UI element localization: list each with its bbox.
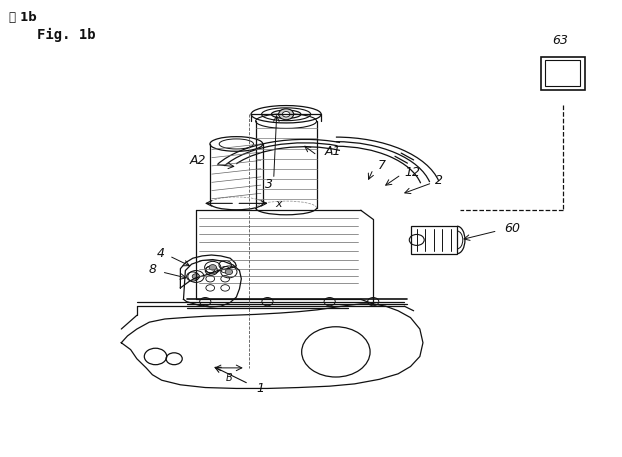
Text: 12: 12: [404, 166, 420, 179]
Text: 7: 7: [378, 159, 386, 172]
Text: 8: 8: [149, 263, 156, 276]
Text: B: B: [226, 373, 232, 383]
Text: 3: 3: [265, 178, 272, 191]
Text: A1: A1: [325, 145, 341, 158]
Text: 図 1b: 図 1b: [9, 11, 37, 24]
Bar: [545, 60, 580, 86]
Text: A2: A2: [190, 154, 206, 167]
Text: Fig. 1b: Fig. 1b: [37, 27, 96, 42]
Text: 63: 63: [552, 34, 568, 47]
Text: 60: 60: [504, 222, 520, 235]
Circle shape: [225, 269, 233, 275]
Text: 4: 4: [157, 247, 164, 260]
Bar: [541, 57, 585, 90]
Circle shape: [279, 109, 294, 120]
Circle shape: [282, 112, 290, 117]
Circle shape: [209, 265, 216, 270]
Bar: [411, 226, 457, 254]
Circle shape: [192, 274, 200, 279]
Text: x: x: [275, 199, 282, 209]
Text: 1: 1: [256, 382, 264, 395]
Text: 2: 2: [435, 174, 443, 187]
